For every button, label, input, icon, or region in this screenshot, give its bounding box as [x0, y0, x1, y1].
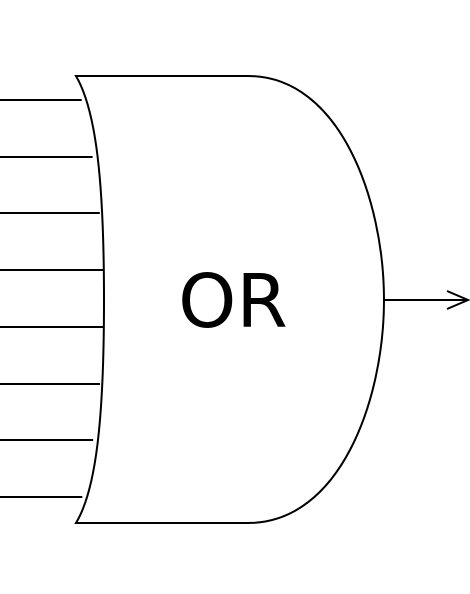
output-line	[384, 290, 470, 310]
gate-label: OR	[178, 259, 288, 345]
input-lines	[0, 99, 104, 498]
output-arrowhead	[446, 290, 470, 310]
or-gate-body	[74, 75, 386, 524]
